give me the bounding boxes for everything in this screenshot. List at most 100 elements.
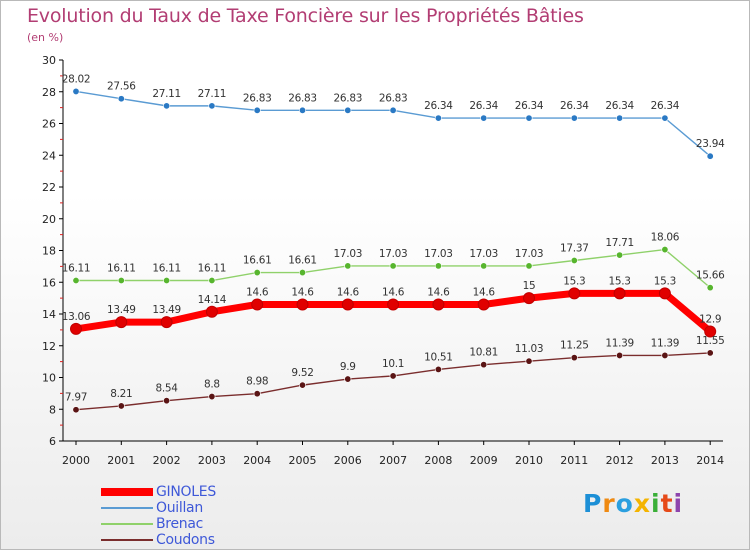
data-label-coudons: 11.25 — [560, 340, 589, 352]
legend-swatch-brenac — [101, 523, 153, 525]
data-point-ouillan — [616, 114, 624, 122]
data-point-ginoles — [205, 305, 218, 318]
data-point-coudons — [72, 406, 80, 414]
data-label-brenac: 15.66 — [696, 270, 725, 282]
data-label-ginoles: 14.6 — [246, 286, 269, 298]
data-label-ouillan: 26.34 — [469, 100, 498, 112]
data-point-ginoles — [387, 298, 400, 311]
data-label-ginoles: 13.49 — [152, 304, 181, 316]
data-label-ginoles: 15.3 — [654, 275, 676, 287]
chart-subtitle: (en %) — [27, 31, 64, 44]
legend-swatch-coudons — [101, 539, 153, 541]
data-label-brenac: 16.61 — [243, 255, 272, 267]
data-label-brenac: 16.11 — [152, 263, 181, 275]
legend-label-ouillan: Ouillan — [156, 500, 203, 516]
data-label-coudons: 10.81 — [469, 347, 498, 359]
y-tick-label: 18 — [42, 245, 56, 258]
data-label-ouillan: 26.83 — [288, 92, 317, 104]
chart-title: Evolution du Taux de Taxe Foncière sur l… — [27, 5, 584, 27]
logo-letter: P — [583, 489, 603, 518]
data-point-ouillan — [117, 95, 125, 103]
data-label-coudons: 11.39 — [651, 337, 680, 349]
data-label-brenac: 17.03 — [424, 248, 453, 260]
data-label-brenac: 16.61 — [288, 255, 317, 267]
data-point-ouillan — [253, 106, 261, 114]
legend-label-coudons: Coudons — [156, 532, 215, 548]
data-label-ginoles: 12.9 — [699, 313, 721, 325]
data-point-brenac — [298, 269, 306, 277]
data-point-brenac — [570, 257, 578, 265]
data-label-ouillan: 27.11 — [198, 88, 227, 100]
data-point-ouillan — [389, 106, 397, 114]
data-point-brenac — [616, 251, 624, 259]
data-point-brenac — [72, 277, 80, 285]
data-label-brenac: 17.03 — [515, 248, 544, 260]
x-tick-label: 2013 — [651, 454, 679, 467]
data-point-ginoles — [568, 287, 581, 300]
data-label-ginoles: 14.6 — [291, 286, 314, 298]
x-tick-label: 2002 — [153, 454, 181, 467]
y-tick-label: 10 — [42, 372, 56, 385]
data-point-ginoles — [251, 298, 264, 311]
data-label-ouillan: 26.34 — [515, 100, 544, 112]
y-tick-label: 22 — [42, 181, 56, 194]
data-point-ouillan — [661, 114, 669, 122]
data-point-coudons — [525, 357, 533, 365]
data-point-ginoles — [704, 325, 717, 338]
data-point-coudons — [389, 372, 397, 380]
data-label-coudons: 8.21 — [110, 388, 132, 400]
x-tick-label: 2006 — [334, 454, 362, 467]
data-label-ginoles: 14.6 — [337, 286, 360, 298]
y-tick-label: 16 — [42, 276, 56, 289]
data-label-brenac: 17.03 — [379, 248, 408, 260]
data-point-brenac — [253, 269, 261, 277]
data-label-coudons: 11.55 — [696, 335, 725, 347]
data-point-coudons — [706, 349, 714, 357]
data-point-ginoles — [70, 322, 82, 335]
data-point-brenac — [163, 277, 171, 285]
data-point-brenac — [208, 277, 216, 285]
logo-letter: i — [651, 489, 661, 518]
data-point-coudons — [117, 402, 125, 410]
data-label-coudons: 8.8 — [204, 379, 220, 391]
data-point-coudons — [208, 393, 216, 401]
data-label-ouillan: 26.83 — [334, 92, 363, 104]
data-point-coudons — [253, 390, 261, 398]
data-label-coudons: 9.52 — [291, 367, 313, 379]
x-tick-label: 2005 — [289, 454, 317, 467]
data-point-coudons — [434, 365, 442, 373]
data-label-coudons: 11.03 — [515, 343, 544, 355]
x-tick-label: 2009 — [470, 454, 498, 467]
data-label-ouillan: 27.11 — [152, 88, 181, 100]
data-label-ginoles: 14.14 — [198, 294, 227, 306]
data-point-brenac — [706, 284, 714, 292]
data-label-ouillan: 28.02 — [62, 73, 91, 85]
logo-letter: o — [615, 489, 634, 518]
data-point-ouillan — [298, 106, 306, 114]
x-tick-label: 2010 — [515, 454, 543, 467]
y-tick-label: 30 — [42, 54, 56, 67]
legend-label-ginoles: GINOLES — [156, 484, 216, 500]
data-point-ouillan — [72, 87, 80, 95]
data-point-coudons — [163, 397, 171, 405]
data-label-ouillan: 27.56 — [107, 81, 136, 93]
data-point-ouillan — [570, 114, 578, 122]
data-point-coudons — [298, 381, 306, 389]
data-point-ginoles — [658, 287, 671, 300]
legend-swatch-ouillan — [101, 507, 153, 509]
data-point-brenac — [344, 262, 352, 270]
legend-label-brenac: Brenac — [156, 516, 204, 532]
data-point-brenac — [117, 277, 125, 285]
data-point-ginoles — [160, 316, 173, 329]
data-point-ouillan — [344, 106, 352, 114]
data-label-coudons: 10.51 — [424, 351, 453, 363]
data-point-ouillan — [208, 102, 216, 110]
data-label-ginoles: 13.49 — [107, 304, 136, 316]
data-point-ginoles — [115, 316, 128, 329]
x-tick-label: 2003 — [198, 454, 226, 467]
y-tick-label: 14 — [42, 308, 56, 321]
x-tick-label: 2011 — [560, 454, 588, 467]
x-tick-label: 2012 — [606, 454, 634, 467]
y-tick-label: 12 — [42, 340, 56, 353]
data-label-ouillan: 23.94 — [696, 138, 725, 150]
